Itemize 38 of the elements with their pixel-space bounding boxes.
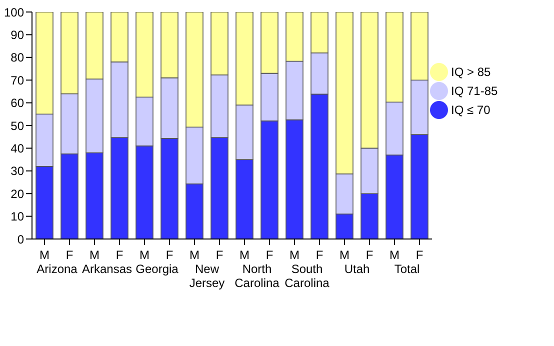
x-tick-label: F [166, 248, 174, 262]
y-tick-label: 20 [10, 186, 24, 201]
x-tick-label: M [340, 248, 350, 262]
x-tick-label: M [240, 248, 250, 262]
x-tick-label: F [416, 248, 424, 262]
x-tick-label: M [90, 248, 100, 262]
legend-label: IQ ≤ 70 [451, 102, 490, 116]
y-tick-label: 70 [10, 73, 24, 88]
text: Georgia [136, 262, 179, 276]
y-tick-label: 0 [17, 232, 24, 246]
y-tick-label: 80 [10, 50, 24, 65]
text: Arizona [36, 262, 78, 276]
legend-label: IQ > 85 [451, 64, 491, 78]
x-tick-label: M [290, 248, 300, 262]
y-tick-label: 40 [10, 141, 24, 156]
y-tick-label: 100 [4, 5, 24, 20]
x-tick-label: F [316, 248, 324, 262]
x-tick-label: M [190, 248, 200, 262]
y-tick-label: 50 [10, 118, 24, 133]
x-tick-label: F [66, 248, 74, 262]
text: Total [394, 262, 420, 276]
y-tick-label: 60 [10, 96, 24, 110]
x-tick-label: M [140, 248, 150, 262]
y-tick-label: 90 [10, 28, 24, 42]
x-tick-label: M [390, 248, 400, 262]
y-tick-label: 10 [10, 210, 24, 224]
x-tick-label: F [366, 248, 374, 262]
text: Arkansas [82, 262, 132, 276]
legend-label: IQ 71-85 [451, 84, 498, 98]
y-tick-label: 30 [10, 164, 24, 178]
text: South Carolina [284, 262, 330, 290]
x-tick-label: F [216, 248, 224, 262]
x-tick-label: F [116, 248, 124, 262]
text: Utah [344, 262, 370, 276]
text: New Jersey [189, 262, 225, 290]
text: North Carolina [234, 262, 280, 290]
x-tick-label: M [40, 248, 50, 262]
x-tick-label: F [266, 248, 274, 262]
